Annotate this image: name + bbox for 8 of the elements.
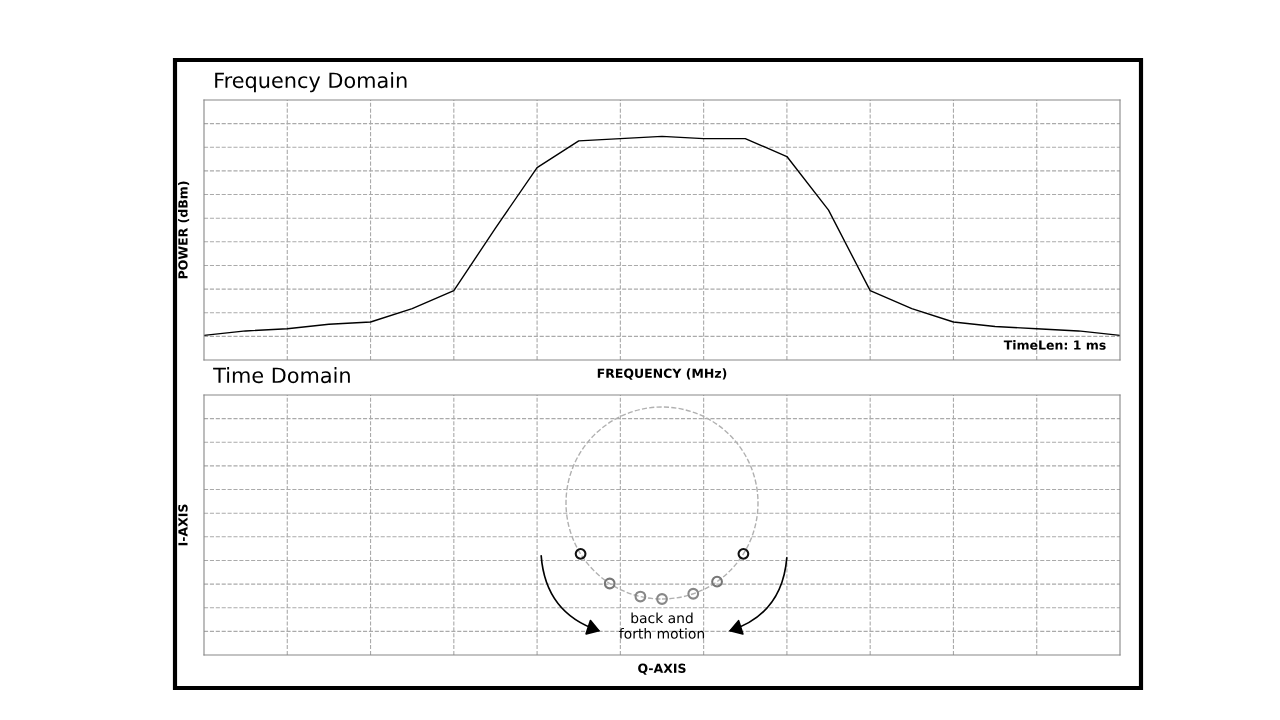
text: I-AXIS — [178, 504, 188, 546]
y-axis-title: POWER (dBm) — [178, 181, 190, 279]
text: Time Domain — [213, 367, 350, 384]
text: Q-AXIS — [638, 663, 686, 675]
annotation: TimeLen: 1 ms — [1003, 340, 1106, 350]
text: back and forth motion — [619, 612, 705, 639]
chart-title: Frequency Domain — [215, 72, 407, 93]
x-axis-title: FREQUENCY (MHz) — [597, 368, 727, 380]
